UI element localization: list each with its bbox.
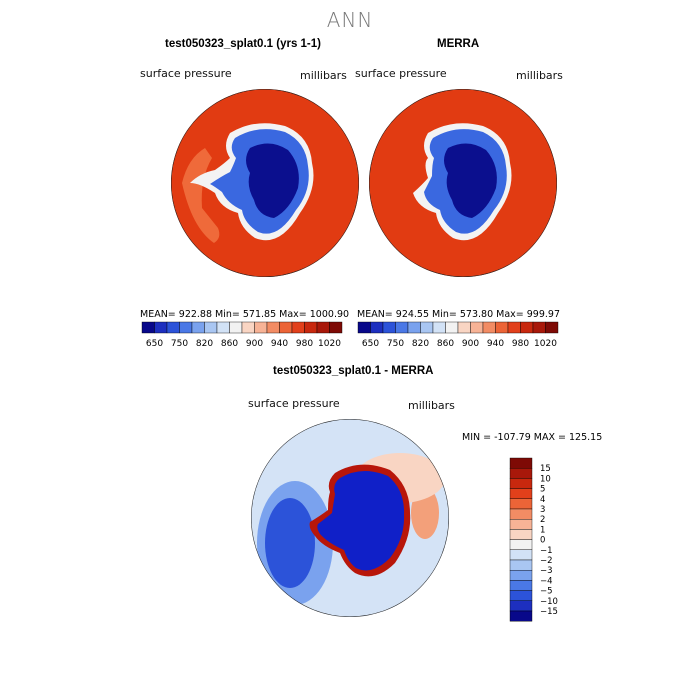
left-colorbar-swatch <box>279 321 293 334</box>
left-polar-map <box>171 89 359 277</box>
left-colorbar-swatch <box>229 321 243 334</box>
right-colorbar-swatch <box>545 321 559 334</box>
difference-colorbar-swatch <box>509 539 533 550</box>
right-colorbar-swatch <box>495 321 509 334</box>
left-colorbar-tick-label: 750 <box>171 339 188 349</box>
left-colorbar-tick-label: 980 <box>296 339 313 349</box>
difference-colorbar-tick-label: −1 <box>540 546 553 556</box>
right-colorbar-tick-label: 900 <box>462 339 479 349</box>
difference-colorbar-tick-label: −3 <box>540 566 553 576</box>
right-colorbar-swatch <box>470 321 484 334</box>
left-panel-stats: MEAN= 922.88 Min= 571.85 Max= 1000.90 <box>140 309 350 320</box>
difference-colorbar-swatch <box>509 600 533 612</box>
left-colorbar-swatch <box>241 321 255 334</box>
page-title: ANN <box>326 8 374 32</box>
difference-colorbar-tick-label: 3 <box>540 505 545 515</box>
left-colorbar-tick-label: 1020 <box>318 339 341 349</box>
difference-colorbar-swatch <box>509 488 533 499</box>
left-colorbar-swatch <box>191 321 205 334</box>
left-variable-label: surface pressure <box>140 67 232 80</box>
left-colorbar-swatch <box>216 321 230 334</box>
right-colorbar-swatch <box>382 321 396 334</box>
left-colorbar-swatch <box>141 321 155 334</box>
difference-colorbar-swatch <box>509 467 533 479</box>
left-colorbar-tick-label: 940 <box>271 339 288 349</box>
right-colorbar: 650 750 820 860 900 940 980 1020 <box>357 321 559 349</box>
left-panel-title: test050323_splat0.1 (yrs 1-1) <box>165 38 321 50</box>
right-colorbar-swatch <box>507 321 521 334</box>
left-colorbar: 650 750 820 860 900 940 980 1020 <box>141 321 343 349</box>
difference-colorbar-swatch <box>509 457 533 469</box>
right-variable-label: surface pressure <box>355 67 447 80</box>
left-colorbar-swatch <box>329 321 343 334</box>
right-units-label: millibars <box>516 69 563 82</box>
difference-colorbar-swatch <box>509 529 533 540</box>
difference-colorbar-tick-label: 4 <box>540 495 545 505</box>
left-colorbar-tick-label: 820 <box>196 339 213 349</box>
difference-colorbar-tick-label: −4 <box>540 576 553 586</box>
difference-colorbar-tick-label: 2 <box>540 515 545 525</box>
left-colorbar-swatch <box>266 321 280 334</box>
right-colorbar-swatch <box>445 321 459 334</box>
right-colorbar-swatch <box>532 321 546 334</box>
difference-colorbar-swatch <box>509 498 533 510</box>
left-colorbar-swatch <box>179 321 193 334</box>
right-polar-map <box>369 89 557 277</box>
right-colorbar-swatch <box>395 321 409 334</box>
difference-polar-map <box>251 419 449 617</box>
difference-colorbar-tick-label: −5 <box>540 587 553 597</box>
right-colorbar-swatch <box>420 321 434 334</box>
difference-colorbar-swatch <box>509 478 533 489</box>
right-colorbar-tick-label: 820 <box>412 339 429 349</box>
difference-colorbar-swatch <box>509 508 533 520</box>
difference-variable-label: surface pressure <box>248 397 340 410</box>
left-colorbar-swatch <box>304 321 318 334</box>
right-colorbar-tick-label: 940 <box>487 339 504 349</box>
left-colorbar-swatch <box>204 321 218 334</box>
right-colorbar-tick-label: 1020 <box>534 339 557 349</box>
left-colorbar-tick-label: 900 <box>246 339 263 349</box>
difference-colorbar-swatch <box>509 569 533 581</box>
difference-colorbar-tick-label: −10 <box>540 597 558 607</box>
difference-colorbar-tick-label: 5 <box>540 485 545 495</box>
right-colorbar-swatch <box>407 321 421 334</box>
right-colorbar-swatch <box>370 321 384 334</box>
difference-panel-title: test050323_splat0.1 - MERRA <box>273 365 434 377</box>
right-panel-title: MERRA <box>437 38 480 50</box>
difference-colorbar-swatch <box>509 549 533 561</box>
difference-colorbar-swatch <box>509 610 533 622</box>
left-units-label: millibars <box>300 69 347 82</box>
difference-units-label: millibars <box>408 399 455 412</box>
left-colorbar-swatch <box>254 321 268 334</box>
difference-colorbar-tick-label: 1 <box>540 525 545 535</box>
difference-colorbar-swatch <box>509 519 533 530</box>
difference-colorbar-swatch <box>509 580 533 591</box>
right-colorbar-swatch <box>432 321 446 334</box>
difference-colorbar-swatch <box>509 590 533 602</box>
difference-colorbar-tick-label: 15 <box>540 464 551 474</box>
right-panel-stats: MEAN= 924.55 Min= 573.80 Max= 999.97 <box>357 309 561 320</box>
right-colorbar-tick-label: 650 <box>362 339 379 349</box>
right-colorbar-tick-label: 980 <box>512 339 529 349</box>
difference-colorbar-tick-label: −2 <box>540 556 553 566</box>
right-colorbar-tick-label: 860 <box>437 339 454 349</box>
left-colorbar-tick-label: 650 <box>146 339 163 349</box>
difference-colorbar-tick-label: 0 <box>540 536 545 546</box>
left-colorbar-swatch <box>291 321 305 334</box>
right-colorbar-swatch <box>482 321 496 334</box>
difference-colorbar-swatch <box>509 559 533 571</box>
left-colorbar-tick-label: 860 <box>221 339 238 349</box>
difference-colorbar-tick-label: 10 <box>540 474 551 484</box>
difference-colorbar-tick-label: −15 <box>540 607 558 617</box>
right-colorbar-tick-label: 750 <box>387 339 404 349</box>
left-colorbar-swatch <box>316 321 330 334</box>
right-colorbar-swatch <box>520 321 534 334</box>
difference-stats: MIN = -107.79 MAX = 125.15 <box>462 432 603 443</box>
left-colorbar-swatch <box>154 321 168 334</box>
left-colorbar-swatch <box>166 321 180 334</box>
right-colorbar-swatch <box>357 321 371 334</box>
right-colorbar-swatch <box>457 321 471 334</box>
